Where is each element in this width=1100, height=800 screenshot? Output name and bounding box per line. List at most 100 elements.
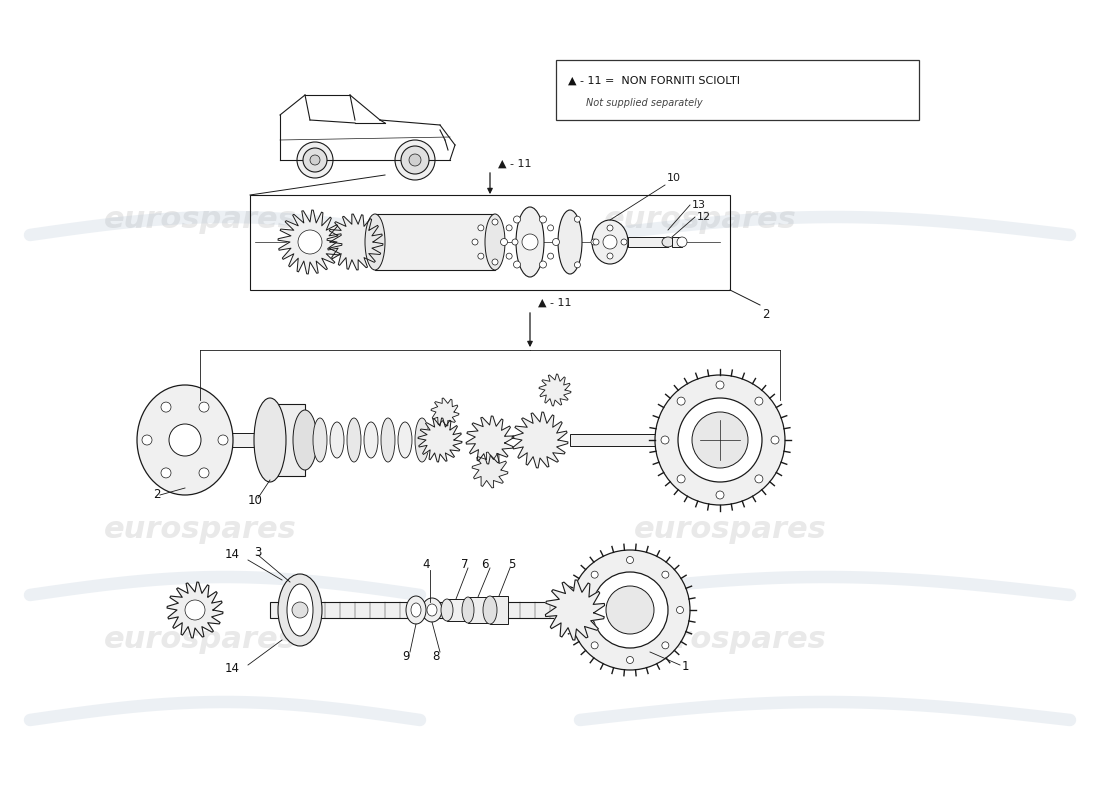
Bar	[270, 404, 305, 476]
Ellipse shape	[364, 422, 378, 458]
Circle shape	[402, 146, 429, 174]
Ellipse shape	[662, 237, 674, 247]
Circle shape	[661, 436, 669, 444]
Text: ▲ - 11 =  NON FORNITI SCIOLTI: ▲ - 11 = NON FORNITI SCIOLTI	[568, 76, 739, 86]
Text: eurospares: eurospares	[604, 206, 796, 234]
Ellipse shape	[278, 574, 322, 646]
Text: 14: 14	[226, 662, 240, 674]
Circle shape	[678, 397, 685, 405]
Text: 14: 14	[226, 549, 240, 562]
Circle shape	[570, 550, 690, 670]
Text: 13: 13	[692, 200, 706, 210]
Circle shape	[395, 140, 434, 180]
Circle shape	[755, 475, 763, 483]
Circle shape	[716, 381, 724, 389]
Circle shape	[678, 475, 685, 483]
Ellipse shape	[406, 596, 426, 624]
Ellipse shape	[676, 237, 688, 247]
Ellipse shape	[185, 600, 205, 620]
Ellipse shape	[422, 598, 442, 622]
Circle shape	[662, 571, 669, 578]
Circle shape	[218, 435, 228, 445]
Ellipse shape	[346, 418, 361, 462]
Circle shape	[477, 253, 484, 259]
Ellipse shape	[293, 410, 317, 470]
Polygon shape	[431, 398, 459, 426]
Circle shape	[627, 557, 634, 563]
Text: 7: 7	[461, 558, 469, 571]
Circle shape	[492, 219, 498, 225]
Polygon shape	[513, 412, 568, 468]
Circle shape	[662, 642, 669, 649]
Ellipse shape	[606, 586, 654, 634]
Circle shape	[591, 571, 598, 578]
Circle shape	[506, 225, 513, 231]
Polygon shape	[278, 210, 342, 274]
Ellipse shape	[603, 235, 617, 249]
Circle shape	[676, 606, 683, 614]
Circle shape	[409, 154, 421, 166]
Ellipse shape	[522, 234, 538, 250]
Text: 4: 4	[422, 558, 430, 571]
Circle shape	[627, 657, 634, 663]
Bar	[556, 60, 918, 120]
Text: 1: 1	[682, 659, 690, 673]
Circle shape	[161, 402, 170, 412]
Circle shape	[574, 216, 581, 222]
Circle shape	[592, 572, 668, 648]
Text: 8: 8	[432, 650, 440, 662]
Ellipse shape	[365, 214, 385, 270]
Circle shape	[500, 238, 507, 246]
Text: 3: 3	[254, 546, 262, 558]
Circle shape	[310, 155, 320, 165]
Circle shape	[771, 436, 779, 444]
Ellipse shape	[381, 418, 395, 462]
Circle shape	[514, 216, 520, 223]
Circle shape	[514, 261, 520, 268]
Text: eurospares: eurospares	[634, 515, 826, 545]
Circle shape	[142, 435, 152, 445]
Polygon shape	[327, 214, 383, 270]
Ellipse shape	[441, 599, 453, 621]
Circle shape	[199, 402, 209, 412]
Ellipse shape	[485, 214, 505, 270]
Circle shape	[199, 468, 209, 478]
Bar	[570, 434, 670, 446]
Circle shape	[548, 225, 553, 231]
Circle shape	[512, 239, 518, 245]
Polygon shape	[546, 580, 605, 640]
Ellipse shape	[398, 422, 412, 458]
Circle shape	[477, 225, 484, 231]
Ellipse shape	[254, 398, 286, 482]
Ellipse shape	[169, 424, 201, 456]
Text: eurospares: eurospares	[103, 626, 296, 654]
Bar	[270, 602, 570, 618]
Circle shape	[302, 148, 327, 172]
Circle shape	[548, 253, 553, 259]
Ellipse shape	[692, 412, 748, 468]
Ellipse shape	[292, 602, 308, 618]
Polygon shape	[472, 452, 508, 488]
Text: eurospares: eurospares	[103, 206, 296, 234]
Ellipse shape	[483, 596, 497, 624]
Circle shape	[492, 259, 498, 265]
Circle shape	[716, 491, 724, 499]
Text: 12: 12	[697, 212, 711, 222]
Ellipse shape	[558, 210, 582, 274]
Circle shape	[755, 397, 763, 405]
Circle shape	[297, 142, 333, 178]
Circle shape	[621, 239, 627, 245]
Polygon shape	[418, 418, 462, 462]
Ellipse shape	[427, 604, 437, 616]
Circle shape	[593, 239, 600, 245]
Ellipse shape	[287, 584, 314, 636]
Bar	[672, 237, 682, 247]
Text: Not supplied separately: Not supplied separately	[585, 98, 702, 108]
Ellipse shape	[516, 207, 544, 277]
Circle shape	[576, 606, 583, 614]
Text: 5: 5	[508, 558, 516, 571]
Ellipse shape	[592, 220, 628, 264]
Text: eurospares: eurospares	[634, 626, 826, 654]
Bar	[628, 237, 668, 247]
Bar	[468, 597, 488, 623]
